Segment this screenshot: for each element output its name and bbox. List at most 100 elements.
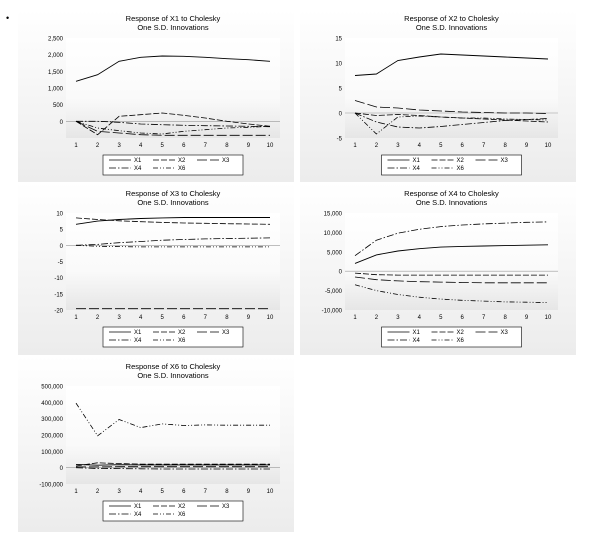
- x-tick-label: 5: [161, 315, 165, 321]
- y-tick-label: 200,000: [41, 434, 63, 440]
- legend-label-x6: X6: [178, 166, 186, 172]
- legend-label-x2: X2: [457, 158, 465, 164]
- legend-box: [381, 154, 522, 176]
- y-tick-label: -20: [54, 309, 63, 315]
- legend-label-x1: X1: [134, 330, 142, 336]
- series-line-x3: [75, 120, 270, 136]
- y-tick-label: -5: [337, 137, 343, 143]
- y-tick-label: 500: [53, 103, 64, 109]
- series-line-x3: [354, 276, 548, 284]
- x-tick-label: 2: [375, 143, 379, 149]
- x-tick-label: 6: [461, 315, 465, 321]
- series-line-x2: [354, 272, 548, 276]
- series-line-x1: [354, 244, 549, 264]
- legend-label-x3: X3: [222, 504, 230, 510]
- legend-label-x4: X4: [134, 512, 142, 518]
- x-tick-label: 3: [117, 143, 121, 149]
- x-tick-label: 4: [139, 489, 143, 495]
- y-tick-label: 5: [339, 87, 343, 93]
- x-tick-label: 3: [396, 143, 400, 149]
- chart-subtitle: One S.D. Innovations: [416, 23, 488, 32]
- series-line-x6: [75, 402, 270, 437]
- x-tick-label: 4: [418, 315, 422, 321]
- x-tick-label: 4: [418, 143, 422, 149]
- x-tick-label: 4: [139, 143, 143, 149]
- y-tick-label: 10: [56, 212, 63, 218]
- legend-label-x3: X3: [501, 330, 509, 336]
- series-line-x4: [75, 467, 270, 470]
- chart-title: Response of X1 to Cholesky: [126, 14, 221, 23]
- y-tick-label: 300,000: [41, 417, 63, 423]
- x-tick-label: 9: [525, 143, 529, 149]
- y-tick-label: -5: [58, 260, 64, 266]
- x-tick-label: 10: [267, 143, 274, 149]
- x-tick-label: 10: [545, 143, 552, 149]
- series-line-x4: [75, 237, 271, 246]
- y-tick-label: -10,000: [322, 309, 343, 315]
- plot-area: [345, 38, 558, 138]
- x-tick-label: 7: [204, 315, 208, 321]
- plot-area: [345, 213, 558, 310]
- y-tick-label: 0: [339, 112, 343, 118]
- y-tick-label: 0: [60, 244, 64, 250]
- series-line-x2: [75, 217, 271, 225]
- legend-label-x1: X1: [134, 504, 142, 510]
- y-tick-label: 2,000: [48, 53, 64, 59]
- chart-legend: X1 X2 X3 X4 X6: [102, 326, 244, 348]
- chart-subtitle: One S.D. Innovations: [137, 371, 209, 380]
- x-tick-label: 5: [161, 143, 165, 149]
- x-tick-label: 3: [117, 315, 121, 321]
- x-tick-label: 7: [204, 143, 208, 149]
- legend-box: [102, 326, 244, 348]
- chart-title: Response of X6 to Cholesky: [126, 362, 221, 371]
- x-tick-label: 6: [182, 489, 186, 495]
- series-line-x4: [76, 120, 271, 128]
- y-tick-label: 0: [339, 270, 343, 276]
- x-tick-label: 3: [396, 315, 400, 321]
- chart-legend: X1 X2 X3 X4 X6: [381, 326, 522, 348]
- x-tick-label: 10: [267, 315, 274, 321]
- y-tick-label: 15: [335, 37, 342, 43]
- y-tick-label: 5: [60, 228, 64, 234]
- x-tick-label: 2: [96, 143, 100, 149]
- legend-label-x3: X3: [222, 158, 230, 164]
- y-tick-label: 100,000: [41, 450, 63, 456]
- y-tick-label: 5,000: [327, 250, 343, 256]
- legend-label-x2: X2: [178, 330, 186, 336]
- series-line-x4: [354, 221, 549, 257]
- series-line-x1: [75, 55, 271, 82]
- legend-label-x6: X6: [457, 338, 465, 344]
- chart-subtitle: One S.D. Innovations: [137, 23, 209, 32]
- x-tick-label: 6: [461, 143, 465, 149]
- legend-label-x4: X4: [134, 338, 142, 344]
- x-tick-label: 6: [182, 315, 186, 321]
- y-tick-label: 1,000: [48, 87, 64, 93]
- legend-label-x4: X4: [413, 166, 421, 172]
- legend-label-x2: X2: [178, 504, 186, 510]
- y-tick-label: -15: [54, 292, 63, 298]
- legend-label-x6: X6: [178, 338, 186, 344]
- legend-label-x6: X6: [178, 512, 186, 518]
- legend-label-x4: X4: [413, 338, 421, 344]
- y-tick-label: 0: [60, 120, 64, 126]
- x-tick-label: 8: [225, 489, 229, 495]
- legend-label-x1: X1: [413, 158, 421, 164]
- x-tick-label: 1: [74, 143, 78, 149]
- y-tick-label: 10: [335, 62, 342, 68]
- x-tick-label: 9: [247, 489, 251, 495]
- y-tick-label: -5,000: [325, 289, 343, 295]
- legend-label-x3: X3: [222, 330, 230, 336]
- series-line-x2: [75, 462, 270, 467]
- chart-subtitle: One S.D. Innovations: [137, 198, 209, 207]
- plot-area: [66, 38, 280, 138]
- x-tick-label: 7: [482, 315, 486, 321]
- x-tick-label: 10: [267, 489, 274, 495]
- legend-label-x4: X4: [134, 166, 142, 172]
- x-tick-label: 3: [117, 489, 121, 495]
- series-line-x1: [75, 463, 270, 466]
- x-tick-label: 6: [182, 143, 186, 149]
